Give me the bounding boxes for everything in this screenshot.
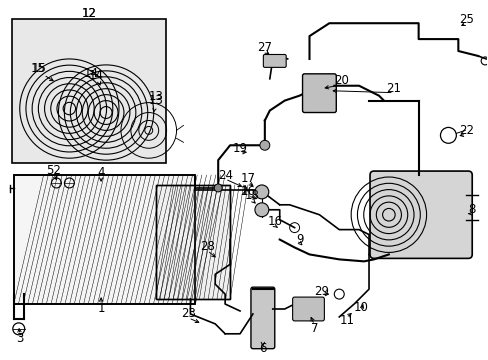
Circle shape [254, 185, 268, 199]
FancyBboxPatch shape [369, 171, 471, 258]
Bar [14, 175, 195, 304]
Text: 28: 28 [200, 240, 214, 253]
Text: 23: 23 [181, 307, 196, 320]
Text: 13: 13 [148, 94, 163, 107]
Text: 19: 19 [232, 142, 247, 155]
Circle shape [259, 140, 269, 150]
FancyBboxPatch shape [292, 297, 324, 321]
Text: 3: 3 [16, 332, 23, 345]
FancyBboxPatch shape [250, 287, 274, 349]
Bar [155, 185, 230, 299]
Text: 8: 8 [468, 203, 475, 216]
Text: 22: 22 [458, 124, 473, 137]
Text: 27: 27 [257, 41, 272, 54]
Text: 4: 4 [97, 166, 104, 179]
Text: 12: 12 [81, 7, 97, 20]
Text: 9: 9 [295, 233, 303, 246]
Text: 24: 24 [217, 168, 232, 181]
Text: 18: 18 [244, 189, 259, 202]
Text: 15: 15 [31, 62, 46, 75]
Text: 21: 21 [386, 82, 401, 95]
Text: 52: 52 [46, 163, 61, 176]
Text: 26: 26 [240, 185, 255, 198]
Text: 7: 7 [310, 322, 318, 336]
Text: 17: 17 [240, 171, 255, 185]
Text: 16: 16 [267, 215, 282, 228]
Circle shape [214, 184, 222, 192]
Text: 1: 1 [97, 302, 104, 315]
Text: 11: 11 [339, 314, 354, 327]
Bar [155, 185, 230, 299]
Text: 13: 13 [148, 90, 163, 103]
Text: 20: 20 [333, 74, 348, 87]
Text: 14: 14 [83, 67, 99, 80]
FancyBboxPatch shape [263, 54, 285, 67]
Text: 25: 25 [458, 13, 473, 26]
Text: 6: 6 [259, 342, 266, 355]
Bar [14, 175, 195, 304]
Text: 29: 29 [313, 285, 328, 298]
FancyBboxPatch shape [302, 74, 336, 113]
Text: 12: 12 [81, 7, 97, 20]
Text: 14: 14 [88, 69, 103, 82]
Text: 15: 15 [32, 62, 47, 75]
Text: 10: 10 [353, 301, 368, 314]
Bar [12, 19, 165, 163]
Circle shape [254, 203, 268, 217]
